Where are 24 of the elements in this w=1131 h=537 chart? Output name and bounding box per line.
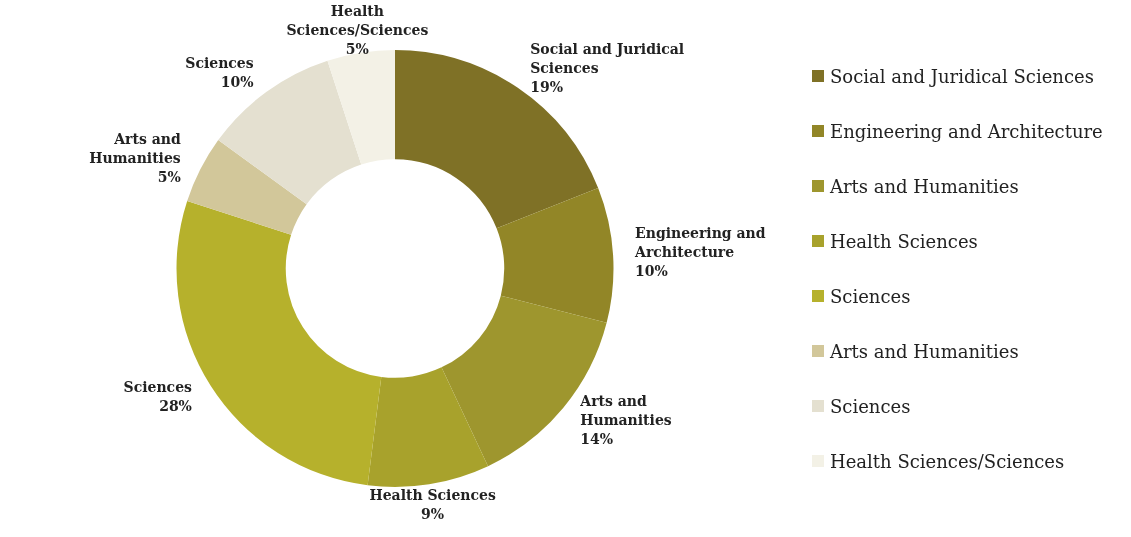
- slice-label: Health Sciences: [369, 487, 496, 504]
- data-label: 28%: [159, 397, 192, 414]
- legend-label: Engineering and Architecture: [830, 120, 1103, 142]
- slice-label: Sciences: [185, 55, 254, 72]
- legend-label: Health Sciences/Sciences: [830, 450, 1065, 472]
- data-label: 14%: [580, 431, 614, 448]
- slice-label: Arts and Humanities: [579, 393, 672, 429]
- data-label: 19%: [530, 79, 563, 96]
- data-label: 9%: [421, 506, 445, 523]
- legend-label: Arts and Humanities: [830, 175, 1019, 197]
- slice-label: Social and Juridical Sciences: [530, 41, 685, 77]
- slice-label: Sciences: [123, 378, 193, 395]
- data-label: 5%: [157, 168, 181, 185]
- legend-label: Social and Juridical Sciences: [830, 65, 1094, 87]
- legend-label: Sciences: [830, 395, 911, 417]
- slice-label: Engineering and Architecture: [634, 225, 766, 261]
- legend-label: Health Sciences: [830, 230, 978, 252]
- data-label: 10%: [220, 74, 254, 91]
- slice-label: Arts and Humanities: [89, 130, 181, 166]
- data-label: 10%: [635, 263, 668, 280]
- data-label: 5%: [345, 40, 369, 57]
- legend-label: Arts and Humanities: [830, 340, 1019, 362]
- legend-label: Sciences: [830, 285, 911, 307]
- slice-label: Health Sciences/Sciences: [286, 2, 429, 38]
